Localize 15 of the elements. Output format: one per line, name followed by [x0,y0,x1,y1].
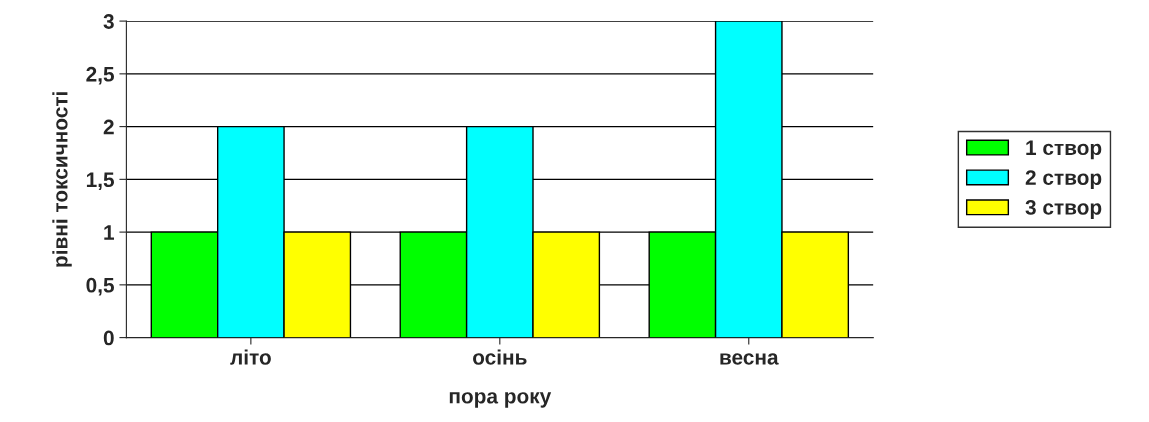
y-tick-label: 1,5 [86,172,115,191]
x-tick-label: осінь [473,349,527,365]
y-tick-label: 1 [104,225,115,240]
x-axis-title: пора року [449,392,552,408]
legend-label: 1 створ [1026,140,1102,160]
y-tick-label: 3 [103,14,114,29]
y-axis-title: рівні токсичності [52,92,72,267]
legend-label: 2 створ [1025,170,1102,190]
y-tick-label: 0,5 [86,277,115,296]
y-tick-label: 2 [103,119,114,135]
legend-label: 3 створ [1025,200,1102,219]
x-tick-label: літо [230,349,271,365]
x-tick-label: весна [720,353,779,365]
y-tick-label: 0 [103,330,114,346]
y-tick-label: 2,5 [86,66,115,85]
